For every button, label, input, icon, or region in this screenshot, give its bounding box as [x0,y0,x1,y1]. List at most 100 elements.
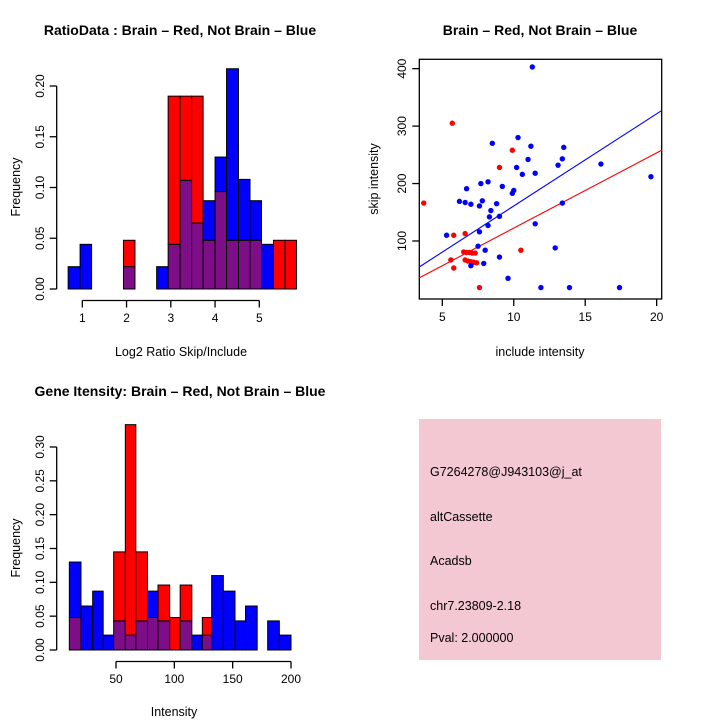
hist-bar-overlap [113,620,126,651]
hist-bar-overlap [179,179,193,290]
scatter-title: Brain – Red, Not Brain – Blue [443,22,638,38]
fit-line-blue [419,110,662,268]
data-point-red [449,120,456,126]
x-tick-label: 5 [439,310,446,324]
data-point-red [518,247,524,253]
data-point-blue [515,134,521,141]
y-tick-label: 0.30 [33,435,47,459]
hist-bar [214,156,228,193]
data-point-blue [475,243,481,249]
hist-bar-overlap [214,191,228,290]
data-point-blue [482,247,488,253]
data-point-blue [456,198,463,205]
hist-bar [122,239,136,268]
hist-bar-overlap [122,266,136,290]
x-tick-label: 4 [212,311,219,325]
data-point-blue [598,161,604,167]
probe-id-text: G7264278@J943103@j_at [430,465,582,479]
y-tick-label: 0.10 [33,570,47,594]
y-tick-label: 0.20 [33,74,47,98]
data-point-blue [489,140,496,147]
data-point-blue [538,284,544,291]
hist-bar [267,620,280,651]
hist-bar-overlap [147,617,159,651]
hist-bar [67,266,81,290]
data-point-blue [529,64,536,70]
data-point-red [462,230,468,237]
hist-bar [113,551,126,622]
x-tick-label: 1 [79,311,86,325]
y-tick-label: 0.00 [33,638,47,662]
hist-bar [135,551,149,622]
hist-bar-overlap [157,620,171,651]
data-point-blue [485,222,491,229]
pval-text: Pval: 2.000000 [430,631,513,645]
data-point-blue [528,143,534,149]
panel-gene-intensity-histogram: Gene Itensity: Brain – Red, Not Brain – … [9,383,326,719]
scatter-xlabel: include intensity [496,345,586,359]
panel-ratio-histogram: RatioData : Brain – Red, Not Brain – Blu… [9,22,316,359]
scatter-ylabel: skip intensity [367,142,381,214]
data-point-blue [462,199,468,206]
data-point-red [496,164,503,171]
x-tick-label: 100 [164,672,184,686]
annotation-background [419,419,661,660]
hist-bar [68,561,82,619]
gene-hist-xlabel: Intensity [151,705,198,719]
data-point-blue [555,162,561,168]
hist-bar [191,634,203,651]
data-point-blue [481,260,487,267]
scatter-plot-area: 5 10 15 20 100 200 300 400 [395,58,664,324]
hist-bar [156,266,169,290]
data-point-red [448,257,454,263]
hist-bar-overlap [249,239,263,290]
hist-bar-overlap [124,634,137,651]
x-tick-label: 5 [256,311,263,325]
y-tick-label: 0.25 [33,469,47,493]
data-point-blue [616,284,623,291]
hist-bar [92,590,104,651]
hist-bar [191,95,204,224]
hist-bar [272,239,286,290]
x-tick-label: 150 [223,672,243,686]
data-point-blue [468,263,474,269]
ratio-hist-plot-area: 0.00 0.05 0.10 0.15 0.20 1 2 3 4 5 [33,68,297,325]
x-tick-label: 200 [281,672,301,686]
data-point-blue [476,203,483,209]
y-tick-label: 100 [395,231,409,251]
gene-hist-title: Gene Itensity: Brain – Red, Not Brain – … [35,383,326,399]
y-tick-label: 0.15 [33,536,47,560]
y-tick-label: 0.00 [33,277,47,301]
hist-bar [261,243,274,290]
data-point-blue [479,198,486,204]
hist-bar [179,95,193,181]
data-point-blue [443,232,450,238]
hist-bar-overlap [202,239,216,290]
x-tick-label: 10 [507,310,521,324]
data-point-red [473,260,480,266]
data-point-blue [496,213,503,219]
y-tick-label: 0.20 [33,503,47,527]
hist-bar [278,634,292,651]
data-point-blue [566,284,573,291]
data-point-red [451,232,457,238]
data-point-blue [505,275,511,282]
hist-bar-overlap [191,222,204,290]
data-point-blue [496,254,503,260]
fit-line-red [419,149,662,279]
data-point-blue [559,200,566,206]
hist-bar [102,634,115,651]
y-tick-label: 400 [395,58,409,78]
x-tick-label: 20 [650,310,664,324]
data-point-blue [648,173,654,180]
data-point-blue [499,183,506,190]
hist-bar-overlap [226,239,240,290]
data-point-red [509,147,516,153]
x-tick-label: 2 [123,311,130,325]
data-point-blue [561,144,567,151]
x-tick-label: 3 [167,311,174,325]
gene-hist-plot-area: 0.00 0.05 0.10 0.15 0.20 0.25 0.30 50 100 150 200 [33,424,301,686]
hist-bar [167,95,181,245]
hist-bar-overlap [167,243,181,290]
